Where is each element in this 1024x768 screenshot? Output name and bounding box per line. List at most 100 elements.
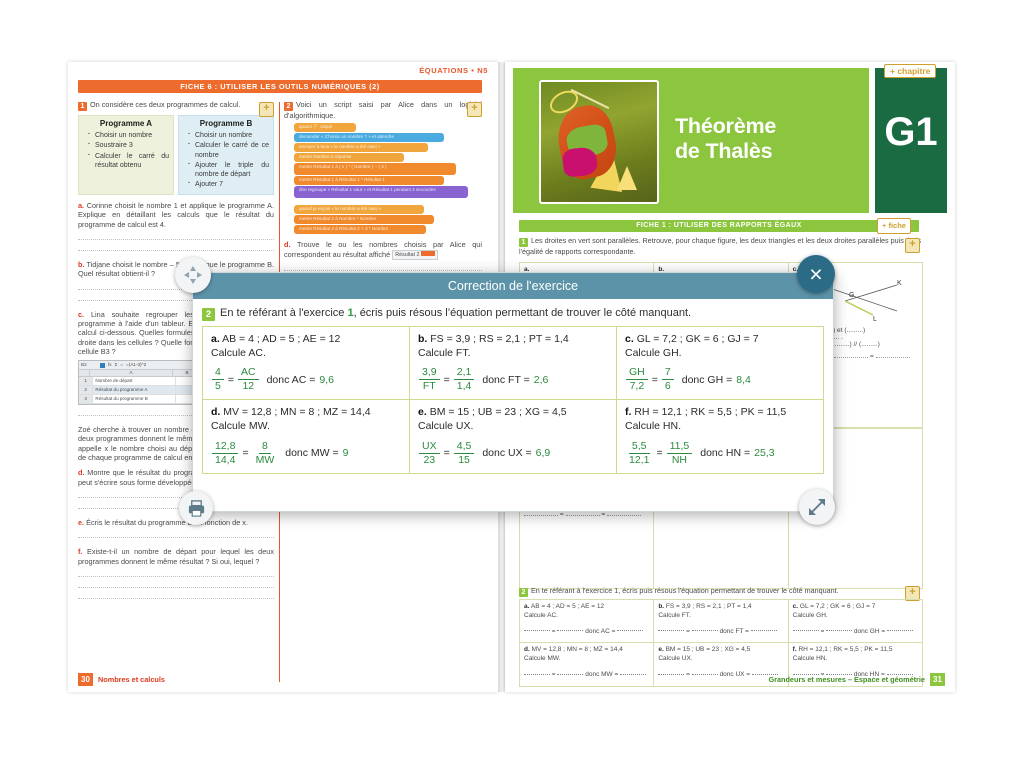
answers-row: d. MV = 12,8 ; MN = 8 ; MZ = 14,4 Calcul…: [203, 400, 823, 473]
answer-line[interactable]: [78, 507, 274, 509]
exercise-2-given-d: MV = 12,8 ; MN = 8 ; MZ = 14,4: [531, 646, 623, 654]
answers-grid: a. AB = 4 ; AD = 5 ; AE = 12 Calcule AC.…: [202, 326, 824, 474]
exercise-2-donc-d: donc MW =: [585, 670, 621, 678]
program-boxes: Programme A Choisir un nombre Soustraire…: [78, 115, 274, 195]
answer-line[interactable]: [78, 496, 274, 498]
answers-row: a. AB = 4 ; AD = 5 ; AE = 12 Calcule AC.…: [203, 327, 823, 401]
answer-donc-b: donc FT =: [482, 373, 530, 386]
spreadsheet-row-num: 1: [79, 376, 94, 385]
exercise-2-blank-a[interactable]: = donc AC =: [524, 628, 649, 637]
answer-data-d: MV = 12,8 ; MN = 8 ; MZ = 14,4: [223, 406, 371, 419]
close-icon[interactable]: ×: [797, 255, 835, 293]
exercise-2-given-b: FS = 3,9 ; RS = 2,1 ; PT = 1,4: [665, 603, 752, 610]
program-a-step: Soustraire 3: [88, 140, 169, 150]
item-c: c. Lina souhaite regrouper les résultats…: [78, 310, 274, 357]
answer-calc-c: Calcule GH.: [625, 346, 682, 359]
answer-data-f: RH = 12,1 ; RK = 5,5 ; PK = 11,5: [634, 406, 787, 419]
equals-sign: =: [656, 447, 663, 460]
exercise-2-cell-a: a. AB = 4 ; AD = 5 ; AE = 12 Calcule AC.…: [520, 600, 655, 643]
answer-line[interactable]: [78, 238, 274, 240]
fraction-numerator: 7: [661, 367, 674, 381]
equals-sign: =: [227, 373, 234, 386]
plus-button-right-exercise-1[interactable]: +: [905, 238, 920, 253]
fraction-denominator: FT: [422, 380, 436, 393]
left-page-footer: 30 Nombres et calculs: [78, 673, 165, 686]
fraction-left-e: UX 23: [419, 440, 440, 466]
exercise-2-blank-d[interactable]: = donc MW =: [524, 671, 649, 680]
answer-line[interactable]: [78, 249, 274, 251]
exercise-2-blank-f[interactable]: = donc HN =: [792, 671, 918, 680]
item-c-label: c.: [78, 309, 85, 319]
answer-cell-b: b. FS = 3,9 ; RS = 2,1 ; PT = 1,4 Calcul…: [410, 327, 617, 400]
answer-label-c: c.: [625, 333, 634, 345]
spreadsheet-cell-label: Nombre de départ: [93, 376, 176, 385]
exercise-2-given-c: GL = 7,2 ; GK = 6 ; GJ = 7: [799, 603, 876, 610]
plus-button-exercise-2[interactable]: +: [467, 102, 482, 117]
answer-result-a: 9,6: [319, 373, 334, 386]
figure-label-b: b.: [658, 266, 665, 273]
answer-line[interactable]: [78, 575, 274, 577]
exercise-2-given-a: AB = 4 ; AD = 5 ; AE = 12: [530, 603, 605, 610]
answer-cell-d: d. MV = 12,8 ; MN = 8 ; MZ = 14,4 Calcul…: [203, 400, 410, 473]
exercise-2-donc-a: donc AC =: [585, 627, 618, 635]
spreadsheet-formula-bar: B2 fx Σ = =(A1-3)^2: [79, 361, 207, 371]
spreadsheet-header-row: A B: [79, 370, 207, 377]
figure-label-c: c.: [792, 266, 799, 273]
exercise-2-row: d. MV = 12,8 ; MN = 8 ; MZ = 14,4 Calcul…: [520, 643, 922, 686]
print-icon[interactable]: [179, 491, 213, 525]
item-f-text: Existe-t-il un nombre de départ pour leq…: [78, 547, 274, 566]
question-1-number: 1: [78, 102, 87, 111]
plus-chapitre-button[interactable]: + chapitre: [884, 64, 937, 78]
modal-question-prefix: En te référant à l'exercice: [220, 307, 345, 319]
move-icon[interactable]: [175, 257, 211, 293]
plus-fiche-button[interactable]: + fiche: [877, 218, 911, 234]
answer-line[interactable]: [78, 536, 274, 539]
item-b-label: b.: [78, 259, 85, 269]
plus-button-exercise-1[interactable]: +: [259, 102, 274, 117]
question-2-text: Voici un script saisi par Alice dans un …: [284, 100, 482, 120]
exercise-2-label-e: e.: [658, 646, 664, 654]
fraction-denominator: 7,2: [629, 380, 645, 393]
left-page-eyebrow: Équations • N5: [419, 66, 488, 75]
answer-line[interactable]: [78, 597, 274, 599]
answer-line[interactable]: [78, 299, 274, 301]
figure-d-ratio-blank[interactable]: = =: [524, 511, 649, 518]
answer-line[interactable]: [78, 414, 274, 416]
answer-result-b: 2,6: [533, 373, 549, 386]
exercise-2-blank-c[interactable]: = donc GH =: [792, 628, 918, 637]
correction-modal: Correction de l'exercice 2 En te référan…: [175, 255, 835, 525]
answer-label-a: a.: [211, 333, 220, 345]
exercise-2-cell-d: d. MV = 12,8 ; MN = 8 ; MZ = 14,4 Calcul…: [520, 643, 655, 686]
result-chip: Résultat 2: [392, 249, 438, 260]
modal-question-text: En te référant à l'exercice 1, écris pui…: [220, 307, 691, 319]
answer-solution-c: GH 7,2 = 7 6 donc GH = 8,4: [625, 367, 815, 392]
exercise-2-blank-b[interactable]: = donc FT =: [658, 628, 783, 637]
program-b-steps: Choisir un nombre Calculer le carré de c…: [183, 130, 269, 189]
answer-solution-a: 4 5 = AC 12 donc AC = 9,6: [211, 367, 401, 392]
fraction-numerator: 3,9: [419, 367, 440, 381]
resize-icon[interactable]: [799, 489, 835, 525]
triangle-shape: [617, 166, 637, 190]
scratch-block-set-result3: mettre Résultat 2 à Nombre * Nombre: [294, 215, 434, 225]
scratch-block-set-number: mettre Nombre à réponse: [294, 153, 404, 163]
question-1-intro: 1 On considère ces deux programmes de cal…: [78, 100, 274, 111]
item-d-label: d.: [78, 468, 85, 478]
answer-line[interactable]: [78, 586, 274, 588]
item-a: a. Corinne choisit le nombre 1 et appliq…: [78, 201, 274, 229]
scratch-block-when-receive: quand je reçois « le nombre a été saisi …: [294, 205, 424, 215]
result-chip-swatch: [420, 250, 435, 256]
spreadsheet-row: 2 Résultat du programme A 36: [79, 385, 207, 395]
answer-line[interactable]: [78, 288, 274, 290]
fraction-numerator: 2,1: [453, 367, 475, 381]
exercise-2-blank-e[interactable]: = donc UX =: [658, 671, 783, 680]
item-a-text: Corinne choisit le nombre 1 et applique …: [78, 200, 274, 229]
program-b-step: Ajouter 7: [188, 179, 269, 189]
answer-solution-e: UX 23 = 4,5 15 donc UX = 6,9: [418, 440, 608, 466]
exercise-2-label-d: d.: [524, 646, 530, 654]
scratch-block-set-result4: mettre Résultat 2 à Résultat 2 + 3 * Nom…: [294, 225, 426, 235]
exercise-2-calc-d: Calcule MW.: [524, 655, 561, 663]
figure-c-fill-parallel[interactable]: (.........) // (.........): [830, 341, 880, 348]
plus-button-right-exercise-2[interactable]: +: [905, 586, 920, 601]
answer-line[interactable]: [284, 269, 482, 271]
